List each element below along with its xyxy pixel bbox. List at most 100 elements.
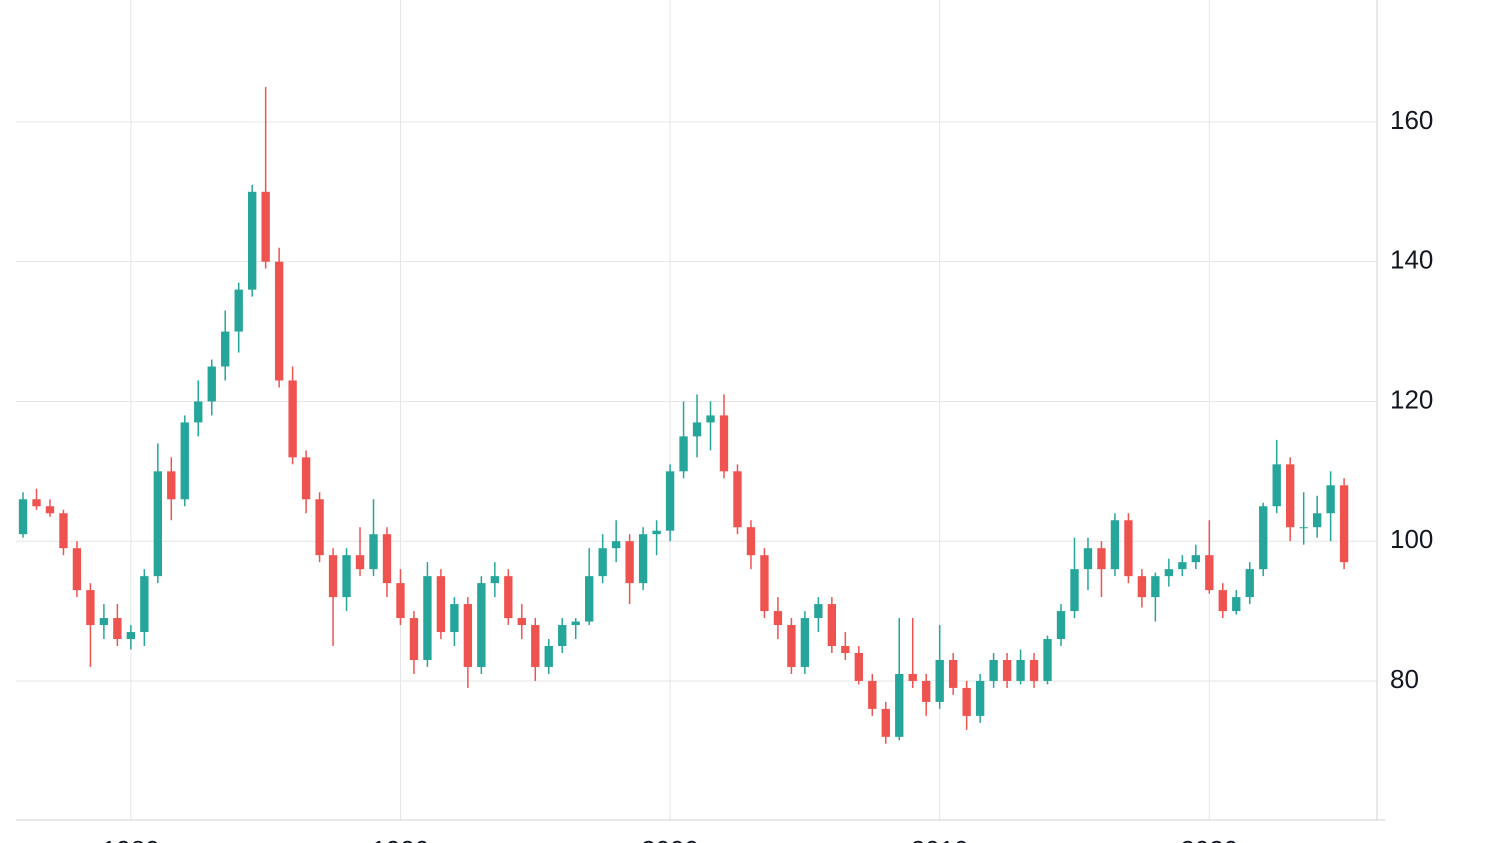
candle-body: [895, 673, 904, 737]
candle-body: [167, 471, 176, 500]
candle-body: [611, 541, 621, 549]
candle-body: [180, 422, 189, 500]
candle-body: [126, 632, 136, 640]
candle-body: [922, 680, 931, 702]
x-tick-label: 2020: [1180, 835, 1238, 843]
x-tick-label: 1990: [372, 835, 430, 843]
candle-body: [531, 625, 540, 667]
candle-body: [962, 687, 971, 716]
candle-body: [719, 415, 729, 472]
candle-body: [1272, 464, 1281, 507]
candle-body: [517, 618, 526, 626]
candle-body: [261, 191, 270, 262]
y-tick-label: 80: [1390, 664, 1419, 694]
candle-body: [1299, 527, 1308, 529]
candle-body: [234, 289, 243, 332]
candle-body: [692, 422, 702, 437]
y-tick-label: 140: [1390, 245, 1433, 275]
candle-body: [733, 471, 742, 528]
candle-body: [760, 555, 769, 612]
candle-body: [571, 621, 580, 626]
candle-body: [315, 499, 324, 556]
candle-body: [504, 576, 513, 619]
candle-body: [854, 652, 863, 681]
candle-body: [1259, 506, 1268, 570]
candle-body: [881, 708, 890, 737]
candle-body: [113, 618, 122, 640]
candle-body: [1124, 520, 1133, 577]
candle-body: [32, 499, 41, 507]
y-tick-label: 120: [1390, 384, 1433, 414]
candle-body: [396, 583, 405, 619]
candle-body: [746, 527, 756, 556]
candle-body: [585, 576, 594, 622]
candle-body: [153, 471, 162, 577]
candle-body: [328, 555, 338, 598]
x-tick-label: 1980: [102, 835, 160, 843]
candle-body: [625, 541, 634, 584]
candle-body: [355, 555, 365, 570]
candle-body: [463, 604, 473, 667]
candle-body: [140, 576, 149, 633]
candle-body: [868, 680, 877, 709]
candle-body: [1339, 485, 1349, 563]
candle-body: [814, 604, 823, 619]
candle-body: [1218, 590, 1227, 612]
candle-body: [1110, 520, 1120, 570]
candle-body: [1164, 569, 1174, 577]
candle-body: [558, 625, 567, 647]
candle-body: [665, 471, 675, 531]
candle-body: [369, 534, 378, 570]
candle-body: [841, 646, 850, 653]
candle-body: [477, 583, 486, 667]
candle-body: [1326, 485, 1335, 514]
candle-body: [638, 534, 648, 584]
candle-body: [1043, 639, 1052, 681]
candle-body: [301, 457, 311, 500]
y-tick-label: 100: [1390, 524, 1433, 554]
candle-body: [221, 331, 230, 367]
candle-body: [59, 513, 68, 549]
candle-body: [1137, 576, 1147, 598]
candle-body: [1178, 562, 1187, 570]
candle-body: [800, 618, 810, 667]
candle-body: [652, 530, 661, 535]
candle-body: [679, 436, 688, 472]
candle-body: [1029, 659, 1039, 681]
candle-body: [1083, 548, 1093, 570]
x-tick-label: 2000: [641, 835, 699, 843]
candle-body: [194, 401, 203, 423]
candle-body: [72, 548, 82, 591]
candle-body: [436, 576, 446, 633]
candle-body: [18, 499, 28, 535]
candle-body: [423, 576, 432, 660]
candle-body: [1070, 569, 1079, 612]
candle-body: [99, 618, 109, 626]
candle-body: [248, 191, 257, 290]
candle-body: [544, 646, 553, 667]
candle-body: [1016, 659, 1025, 681]
candle-body: [706, 415, 715, 423]
candle-body: [342, 555, 351, 598]
candle-body: [787, 625, 796, 667]
candle-body: [908, 673, 917, 681]
candle-body: [598, 548, 607, 577]
candle-body: [948, 659, 958, 688]
candle-body: [288, 380, 297, 458]
candle-body: [935, 659, 944, 702]
candle-body: [1312, 513, 1322, 528]
candle-body: [382, 534, 392, 584]
x-tick-label: 2010: [911, 835, 969, 843]
candle-body: [1245, 569, 1254, 598]
candle-body: [86, 590, 95, 626]
candle-body: [1232, 597, 1241, 612]
candle-body: [1002, 659, 1012, 681]
candle-body: [989, 659, 998, 681]
candle-body: [274, 261, 284, 381]
candle-body: [450, 604, 459, 633]
candle-body: [490, 576, 500, 584]
candle-body: [1056, 611, 1066, 640]
candle-body: [1286, 464, 1295, 528]
